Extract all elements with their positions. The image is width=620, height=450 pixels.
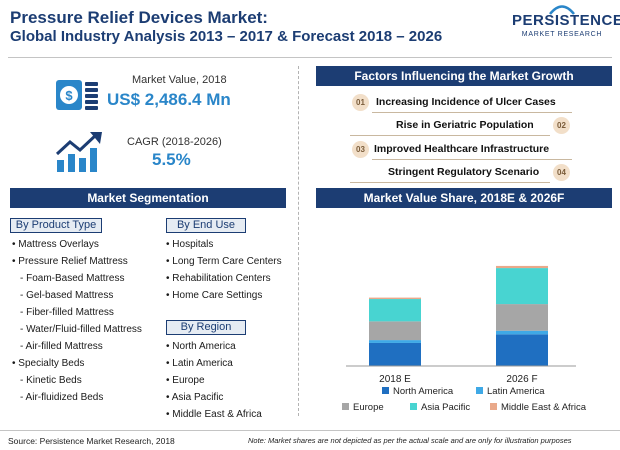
factors-title: Factors Influencing the Market Growth [316, 66, 612, 86]
note-text: Note: Market shares are not depicted as … [248, 436, 572, 445]
region-item: • Middle East & Africa [166, 409, 262, 420]
product-type-heading: By Product Type [10, 218, 102, 233]
legend-swatch [490, 403, 497, 410]
header: Pressure Relief Devices Market: Global I… [0, 0, 620, 52]
factor-number-badge: 02 [553, 117, 570, 134]
bar-segment [369, 297, 421, 300]
segmentation-title: Market Segmentation [10, 188, 286, 208]
factor-number-badge: 03 [352, 141, 369, 158]
region-item: • Latin America [166, 358, 233, 369]
chart-title: Market Value Share, 2018E & 2026F [316, 188, 612, 208]
logo-sub-text: MARKET RESEARCH [521, 31, 603, 38]
factor-number-badge: 04 [553, 164, 570, 181]
page-title: Pressure Relief Devices Market: [10, 8, 268, 27]
svg-text:$: $ [65, 88, 73, 103]
bar-segment [496, 268, 548, 305]
legend-label: Latin America [487, 386, 545, 397]
product-type-item: - Gel-based Mattress [20, 290, 114, 301]
cagr-value: 5.5% [152, 150, 191, 169]
bar-segment [369, 340, 421, 343]
bar-segment [496, 265, 548, 269]
cagr-label: CAGR (2018-2026) [127, 136, 222, 148]
factor-underline [350, 182, 550, 183]
market-value-label: Market Value, 2018 [132, 74, 227, 86]
product-type-item: - Air-filled Mattress [20, 341, 103, 352]
product-type-item: • Specialty Beds [12, 358, 85, 369]
legend-swatch [382, 387, 389, 394]
legend-label: Asia Pacific [421, 402, 470, 413]
end-use-item: • Hospitals [166, 239, 214, 250]
factor-text: Stringent Regulatory Scenario [388, 166, 540, 178]
company-logo: PERSISTENCE MARKET RESEARCH [512, 5, 620, 46]
bar-segment [496, 304, 548, 331]
column-divider [298, 66, 299, 416]
factor-underline [372, 159, 572, 160]
region-heading: By Region [166, 320, 246, 335]
product-type-item: • Pressure Relief Mattress [12, 256, 128, 267]
factor-text: Improved Healthcare Infrastructure [374, 143, 550, 155]
factor-number-badge: 01 [352, 94, 369, 111]
region-list: • North America • Latin America • Europe • … [166, 338, 262, 423]
factor-text: Increasing Incidence of Ulcer Cases [376, 96, 556, 108]
market-share-chart: 2018 E 2026 F North America Latin America Eu… [342, 265, 587, 413]
end-use-item: • Rehabilitation Centers [166, 273, 271, 284]
product-type-item: • Mattress Overlays [12, 239, 99, 250]
growth-chart-icon [55, 132, 102, 172]
legend-label: Europe [353, 402, 384, 413]
product-type-list: • Mattress Overlays • Pressure Relief Mat… [12, 236, 142, 406]
product-type-item: - Fiber-filled Mattress [20, 307, 114, 318]
product-type-item: - Water/Fluid-filled Mattress [20, 324, 142, 335]
source-text: Source: Persistence Market Research, 201… [8, 436, 175, 446]
bar-segment [496, 330, 548, 335]
bar-segment [369, 321, 421, 341]
logo-main-text: PERSISTENCE [512, 12, 620, 29]
legend-swatch [342, 403, 349, 410]
product-type-item: - Foam-Based Mattress [20, 273, 125, 284]
factor-text: Rise in Geriatric Population [396, 119, 534, 131]
footer: Source: Persistence Market Research, 201… [0, 430, 620, 450]
legend-label: Middle East & Africa [501, 402, 587, 413]
page-subtitle: Global Industry Analysis 2013 – 2017 & F… [10, 28, 443, 45]
end-use-item: • Long Term Care Centers [166, 256, 282, 267]
logo-arc-icon [549, 5, 575, 15]
end-use-list: • Hospitals • Long Term Care Centers • Reh… [166, 236, 282, 304]
legend-label: North America [393, 386, 454, 397]
factor-underline [372, 112, 572, 113]
region-item: • North America [166, 341, 236, 352]
market-value: US$ 2,486.4 Mn [107, 90, 231, 109]
bar-segment [369, 299, 421, 322]
money-icon: $ [56, 80, 98, 110]
x-tick-label: 2018 E [379, 374, 411, 385]
x-tick-label: 2026 F [506, 374, 537, 385]
legend-swatch [476, 387, 483, 394]
factor-underline [350, 135, 550, 136]
bar-segment [369, 342, 421, 366]
region-item: • Asia Pacific [166, 392, 224, 403]
region-item: • Europe [166, 375, 205, 386]
legend-swatch [410, 403, 417, 410]
product-type-item: - Air-fluidized Beds [20, 392, 104, 403]
end-use-heading: By End Use [166, 218, 246, 233]
header-divider [8, 57, 612, 58]
product-type-item: - Kinetic Beds [20, 375, 82, 386]
end-use-item: • Home Care Settings [166, 290, 263, 301]
bar-segment [496, 334, 548, 366]
